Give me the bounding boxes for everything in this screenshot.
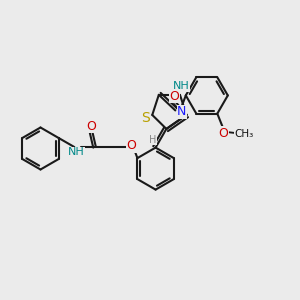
Text: O: O [219,127,229,140]
Text: O: O [127,139,136,152]
Text: O: O [169,90,179,103]
Text: CH₃: CH₃ [235,129,254,139]
Text: NH: NH [173,81,190,92]
Text: S: S [141,111,150,125]
Text: H: H [149,135,156,145]
Text: NH: NH [68,147,84,158]
Text: N: N [177,105,187,119]
Text: O: O [86,119,96,133]
